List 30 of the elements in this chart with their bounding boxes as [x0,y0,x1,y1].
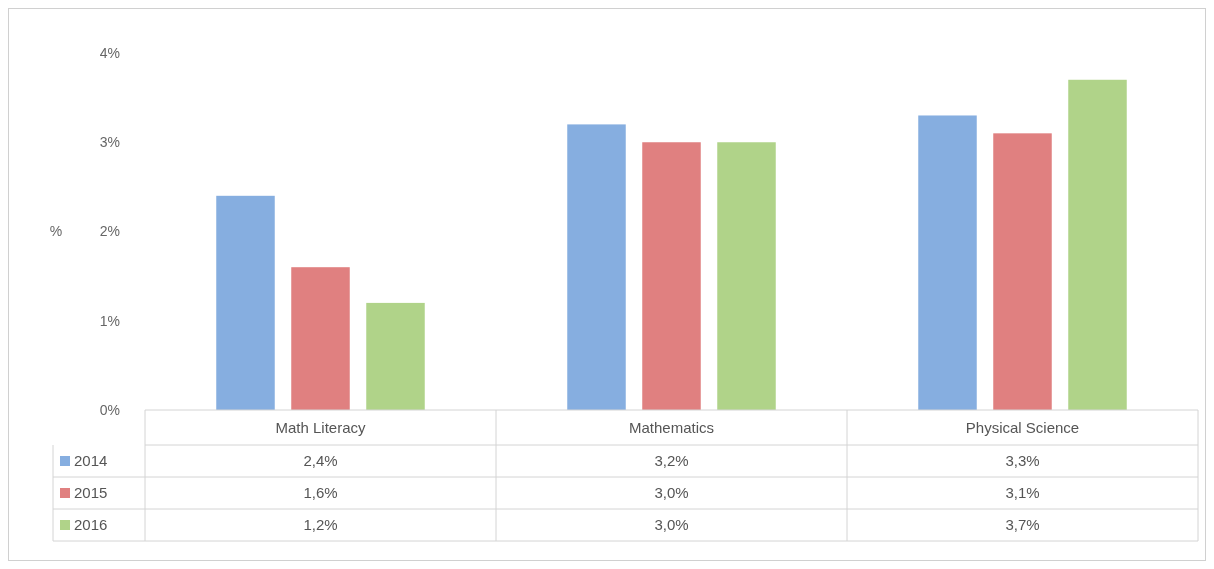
legend-label: 2015 [74,484,108,502]
y-tick-label: 3% [99,134,120,151]
bar [567,124,626,410]
bar [993,133,1052,410]
y-tick-label: 1% [99,312,120,329]
x-tick-label: Math Literacy [275,418,367,436]
bar [1068,79,1127,410]
y-axis-title: % [49,223,63,240]
bar [291,267,350,410]
data-label: 3,0% [654,484,689,502]
y-tick-label: 2% [99,223,120,240]
x-tick-label: Mathematics [628,418,715,436]
y-tick-label: 0% [99,401,120,418]
bar [642,142,701,410]
legend-label: 2014 [74,452,108,470]
data-label: 3,2% [654,452,689,470]
bar [717,142,776,410]
bar [918,115,977,410]
bar [366,302,425,410]
data-label: 1,2% [303,516,338,534]
data-label: 3,7% [1005,516,1040,534]
legend-label: 2016 [74,516,108,534]
x-tick-label: Physical Science [965,418,1080,436]
data-label: 3,1% [1005,484,1040,502]
data-label: 3,3% [1005,452,1040,470]
data-label: 3,0% [654,516,689,534]
data-label: 1,6% [303,484,338,502]
y-tick-label: 4% [99,44,120,61]
data-label: 2,4% [303,452,338,470]
bar [216,195,275,410]
